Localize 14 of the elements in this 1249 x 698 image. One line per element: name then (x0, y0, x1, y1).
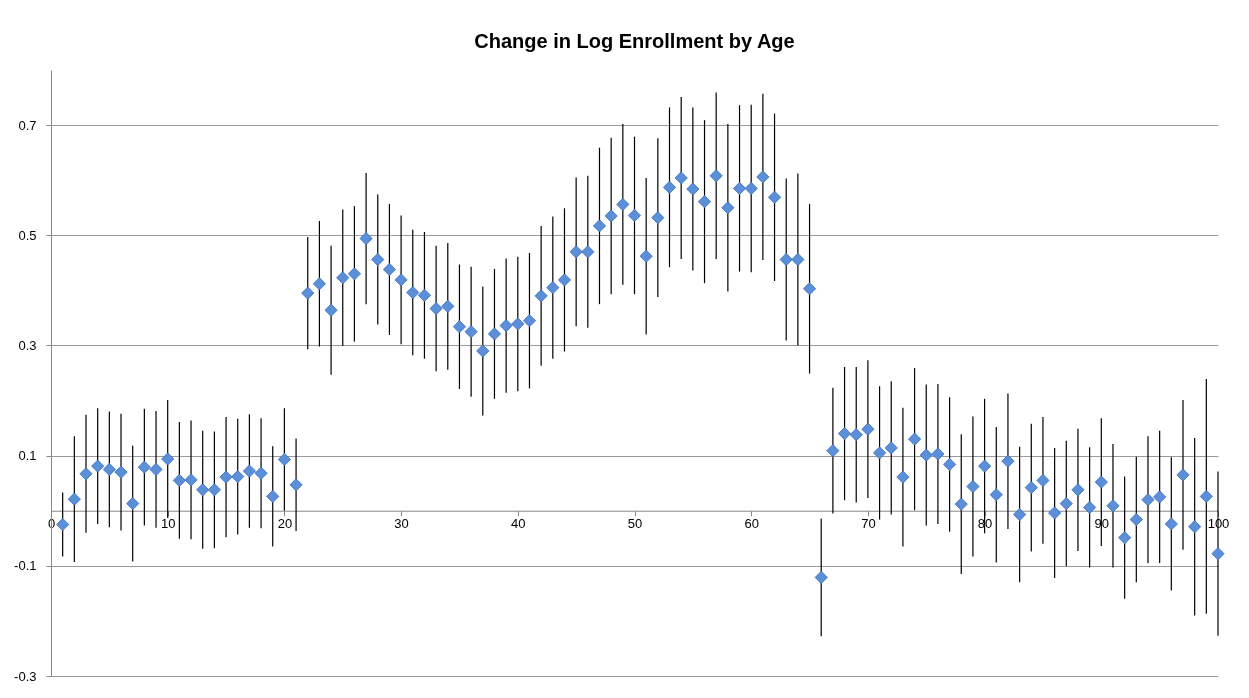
x-tick-label: 30 (394, 516, 409, 532)
x-tick-label: 70 (861, 516, 876, 532)
chart-title: Change in Log Enrollment by Age (474, 30, 795, 52)
x-tick-label: 10 (160, 516, 176, 532)
x-tick-label: 50 (627, 516, 643, 532)
x-tick-label: 40 (511, 516, 526, 532)
y-tick-label: 0.3 (18, 337, 37, 353)
x-tick-label: 60 (744, 516, 759, 532)
y-tick-label: 0.5 (18, 227, 37, 243)
y-tick-label: 0.7 (18, 117, 37, 133)
y-tick-label: -0.1 (14, 558, 37, 574)
x-tick-label: 20 (277, 516, 293, 532)
y-tick-label: -0.3 (14, 668, 37, 684)
y-tick-label: 0.1 (18, 448, 37, 464)
